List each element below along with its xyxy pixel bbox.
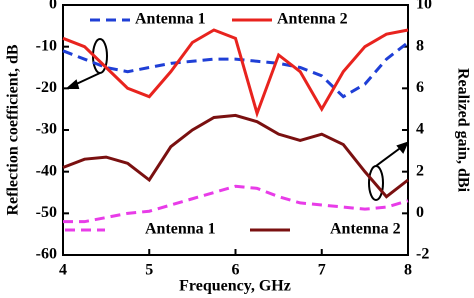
series-line — [62, 41, 409, 99]
y-tick-label: -30 — [36, 121, 57, 138]
x-tick-label: 5 — [145, 262, 153, 279]
y-tick-label: -10 — [36, 37, 57, 54]
legend-label: Antenna 1 — [145, 221, 216, 238]
y2-tick-label: 2 — [416, 162, 424, 179]
y-tick-label: 0 — [49, 0, 57, 13]
y2-tick-label: 6 — [416, 79, 424, 96]
y2-axis-label: Realized gain, dBi — [454, 68, 471, 193]
annotation-right — [368, 141, 409, 201]
legend-label: Antenna 1 — [135, 11, 206, 28]
legend-label: Antenna 2 — [277, 11, 348, 28]
y-tick-label: -60 — [36, 246, 57, 263]
y-tick-label: -20 — [36, 79, 57, 96]
x-axis-label: Frequency, GHz — [179, 278, 291, 295]
y2-tick-label: 8 — [416, 37, 424, 54]
x-tick-label: 4 — [59, 262, 67, 279]
legend-label: Antenna 2 — [330, 221, 401, 238]
y2-tick-label: 0 — [416, 204, 424, 221]
series-line — [62, 28, 409, 119]
annotation-left — [65, 38, 108, 89]
y-axis-label: Reflection coefficient, dB — [5, 44, 22, 215]
y-tick-label: -40 — [36, 162, 57, 179]
x-tick-label: 7 — [318, 262, 326, 279]
x-tick-label: 8 — [404, 262, 412, 279]
y2-tick-label: 10 — [416, 0, 432, 13]
y2-tick-label: 4 — [416, 121, 424, 138]
y2-tick-label: -2 — [416, 246, 429, 263]
y-tick-label: -50 — [36, 204, 57, 221]
series-line — [62, 113, 409, 199]
series-line — [63, 184, 409, 224]
x-tick-label: 6 — [232, 262, 240, 279]
